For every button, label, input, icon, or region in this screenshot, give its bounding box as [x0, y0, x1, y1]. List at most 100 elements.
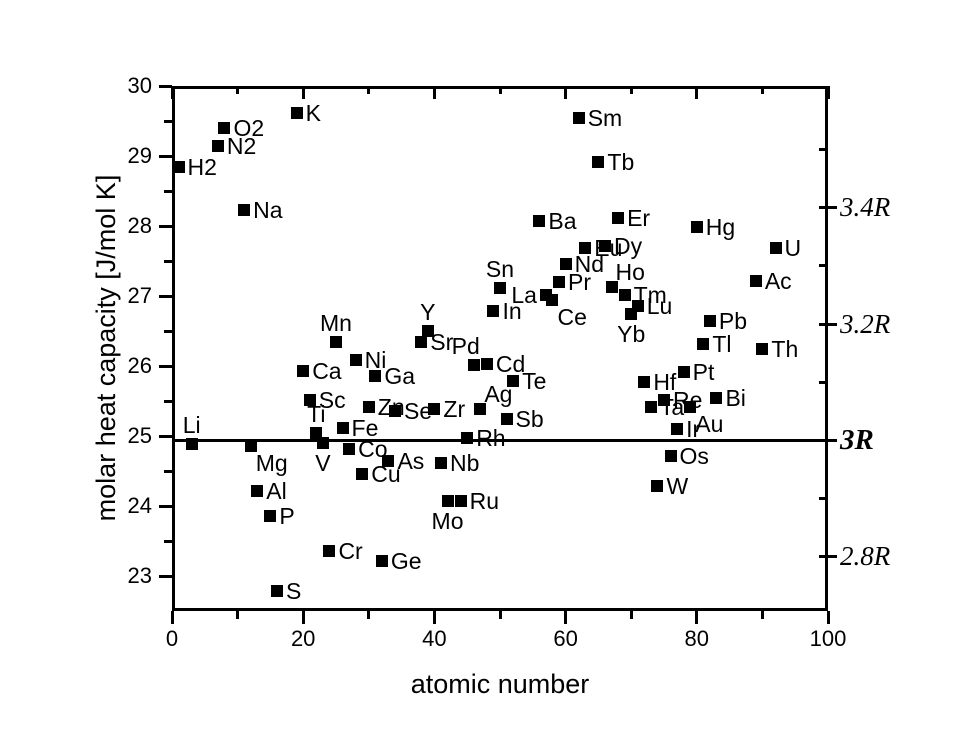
- y-axis-minor-tick: [164, 329, 172, 333]
- top-axis-major-tick: [695, 86, 699, 99]
- data-point-Se: [389, 404, 402, 417]
- right-axis-label-3R: 3R: [840, 424, 874, 457]
- data-point-Pt: [677, 366, 690, 379]
- data-point-Mn: [330, 336, 342, 349]
- data-point-Re: [658, 394, 670, 407]
- point-label-Bi: Bi: [725, 385, 746, 412]
- y-axis-minor-tick: [164, 399, 172, 403]
- right-axis-major-tick: [825, 205, 837, 209]
- data-point-Li: [185, 438, 198, 451]
- y-axis-tick-label: 29: [127, 143, 152, 168]
- point-label-La: La: [511, 281, 537, 308]
- data-point-Ir: [671, 423, 684, 435]
- data-point-Ga: [369, 369, 382, 382]
- data-point-Au: [684, 400, 697, 413]
- point-label-Pb: Pb: [718, 308, 748, 335]
- data-point-Eu: [579, 242, 592, 255]
- data-point-Te: [507, 375, 520, 388]
- point-label-Sc: Sc: [318, 386, 346, 413]
- x-axis-tick-label: 0: [165, 626, 179, 651]
- point-label-Y: Y: [420, 299, 436, 325]
- data-point-S: [270, 584, 283, 597]
- point-label-N2: N2: [226, 132, 257, 159]
- data-point-Pb: [703, 315, 716, 328]
- data-point-Ru: [454, 495, 467, 508]
- point-label-Hg: Hg: [705, 214, 736, 241]
- point-label-Ru: Ru: [469, 488, 500, 515]
- y-axis-major-tick: [159, 364, 172, 368]
- y-axis-minor-tick: [164, 469, 172, 473]
- y-axis-tick-label: 28: [127, 213, 152, 238]
- data-point-Hf: [638, 376, 651, 389]
- data-point-Hg: [690, 221, 703, 234]
- data-point-Sr: [415, 335, 428, 348]
- point-label-O2: O2: [233, 115, 265, 141]
- data-point-Sc: [303, 393, 316, 406]
- data-point-K: [290, 107, 303, 120]
- data-point-V: [316, 437, 329, 449]
- right-axis-minor-tick: [819, 263, 828, 267]
- x-axis-major-tick: [826, 611, 830, 624]
- data-point-Pr: [553, 276, 566, 288]
- point-label-In: In: [502, 298, 522, 325]
- top-axis-minor-tick: [498, 86, 502, 94]
- point-label-Sm: Sm: [587, 105, 623, 132]
- y-axis-tick-label: 27: [127, 283, 152, 308]
- point-label-H2: H2: [187, 153, 217, 180]
- data-point-Rh: [461, 432, 474, 445]
- data-point-Ag: [474, 402, 487, 415]
- point-label-Sb: Sb: [515, 405, 544, 432]
- top-axis-minor-tick: [236, 86, 240, 94]
- right-axis-label-2.8R: 2.8R: [840, 541, 891, 572]
- right-axis-major-tick: [825, 438, 837, 442]
- data-point-Ge: [375, 554, 388, 567]
- y-axis-major-tick: [159, 504, 172, 508]
- data-point-Lu: [631, 299, 644, 312]
- data-point-Cu: [356, 467, 369, 480]
- data-point-Sb: [500, 412, 513, 425]
- top-axis-minor-tick: [367, 86, 371, 94]
- point-label-W: W: [666, 472, 689, 499]
- point-label-Ga: Ga: [384, 362, 416, 389]
- x-axis-major-tick: [301, 611, 305, 624]
- data-point-Os: [664, 450, 677, 463]
- data-point-Bi: [710, 392, 723, 405]
- data-point-Nb: [434, 457, 447, 470]
- top-axis-major-tick: [301, 86, 305, 99]
- x-axis-tick-label: 100: [809, 626, 847, 651]
- point-label-Na: Na: [253, 196, 283, 223]
- x-axis-major-tick: [432, 611, 436, 624]
- data-point-O2: [218, 122, 231, 134]
- point-label-Ac: Ac: [764, 267, 792, 294]
- right-axis-label-3.4R: 3.4R: [840, 192, 891, 223]
- data-point-Zn: [362, 401, 375, 414]
- data-point-Ac: [749, 274, 762, 287]
- top-axis-major-tick: [432, 86, 436, 99]
- x-axis-major-tick: [695, 611, 699, 624]
- right-axis-minor-tick: [819, 147, 828, 151]
- y-axis-major-tick: [159, 574, 172, 578]
- data-point-Ho: [605, 280, 618, 293]
- point-label-Li: Li: [182, 412, 201, 439]
- data-point-Tb: [592, 156, 605, 169]
- data-point-Ba: [533, 215, 546, 228]
- point-label-Al: Al: [266, 478, 287, 505]
- data-point-Er: [612, 211, 625, 224]
- x-axis-minor-tick: [367, 611, 371, 619]
- x-axis-tick-label: 40: [422, 626, 447, 651]
- y-axis-minor-tick: [164, 259, 172, 263]
- data-point-Zr: [428, 403, 441, 416]
- data-point-Ce: [546, 293, 559, 306]
- y-axis-minor-tick: [164, 119, 172, 123]
- x-axis-minor-tick: [236, 611, 240, 619]
- data-point-Mg: [244, 439, 257, 452]
- top-axis-major-tick: [170, 86, 174, 99]
- point-label-Lu: Lu: [646, 292, 673, 319]
- right-axis-minor-tick: [819, 554, 828, 558]
- data-point-Tm: [618, 289, 631, 302]
- data-point-Ca: [297, 364, 310, 377]
- x-axis-tick-label: 80: [684, 626, 710, 651]
- data-point-Ta: [644, 401, 657, 414]
- point-label-Dy: Dy: [613, 232, 643, 259]
